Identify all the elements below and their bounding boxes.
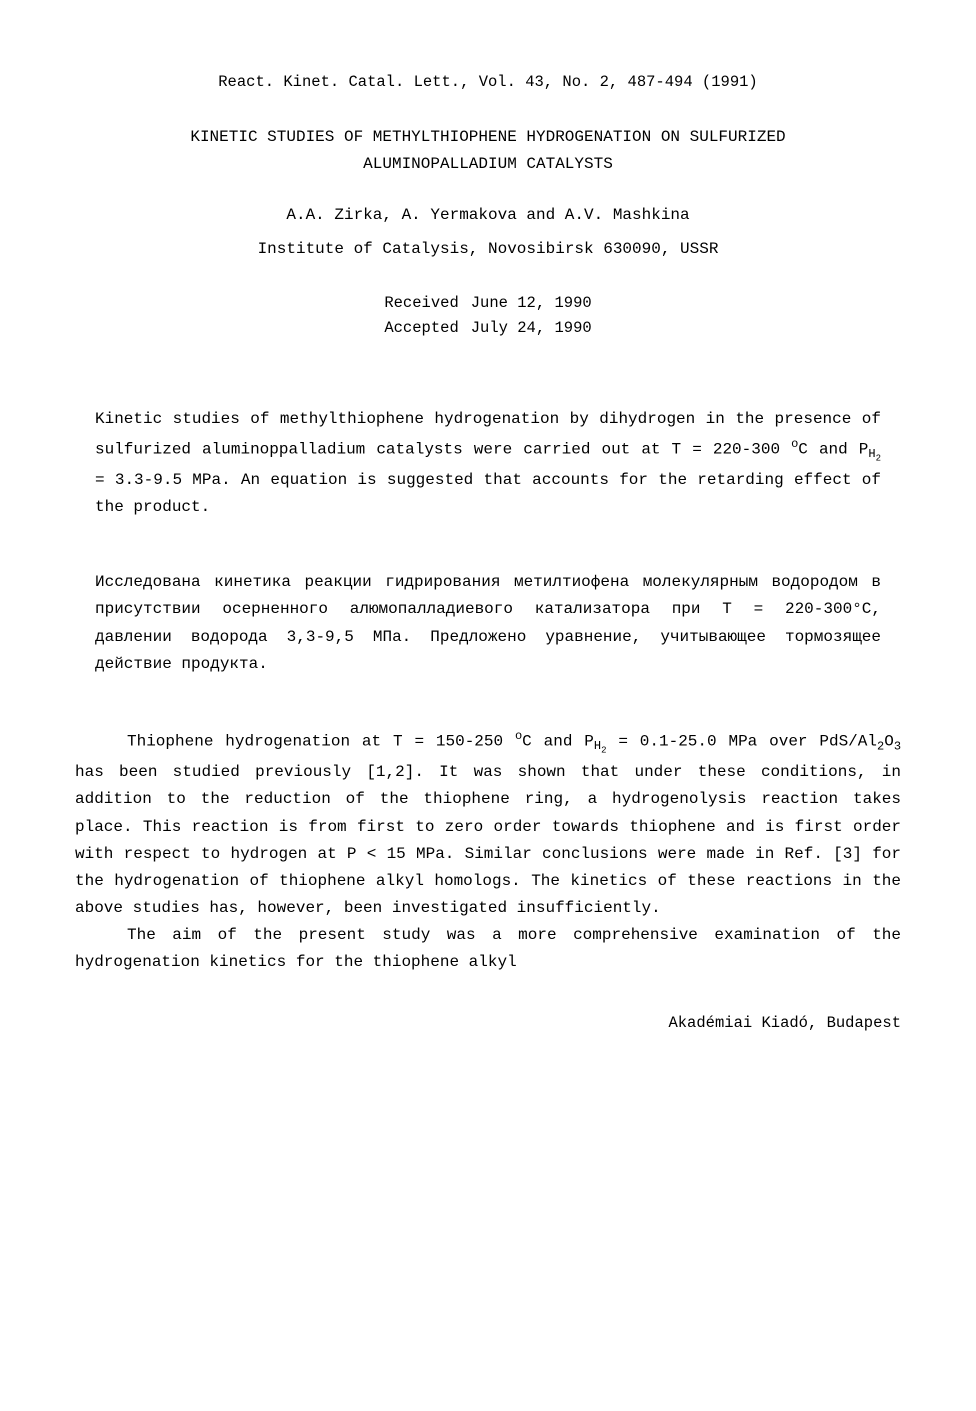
authors: A.A. Zirka, A. Yermakova and A.V. Mashki… — [75, 202, 901, 228]
title-line-1: KINETIC STUDIES OF METHYLTHIOPHENE HYDRO… — [190, 128, 785, 146]
title-line-2: ALUMINOPALLADIUM CATALYSTS — [363, 155, 613, 173]
affiliation: Institute of Catalysis, Novosibirsk 6300… — [75, 236, 901, 262]
body-paragraph-2: The aim of the present study was a more … — [75, 922, 901, 976]
body-paragraph-1: Thiophene hydrogenation at T = 150-250 o… — [75, 726, 901, 922]
journal-reference: React. Kinet. Catal. Lett., Vol. 43, No.… — [75, 70, 901, 96]
publisher-footer: Akadémiai Kiadó, Budapest — [75, 1011, 901, 1037]
abstract-russian: Исследована кинетика реакции гидрировани… — [95, 569, 881, 678]
received-label: Received — [384, 291, 470, 317]
accepted-date: July 24, 1990 — [471, 316, 592, 342]
abstract-english: Kinetic studies of methylthiophene hydro… — [95, 406, 881, 521]
accepted-label: Accepted — [384, 316, 470, 342]
paper-title: KINETIC STUDIES OF METHYLTHIOPHENE HYDRO… — [75, 124, 901, 178]
received-date: June 12, 1990 — [471, 291, 592, 317]
dates-block: Received June 12, 1990 Accepted July 24,… — [75, 291, 901, 352]
